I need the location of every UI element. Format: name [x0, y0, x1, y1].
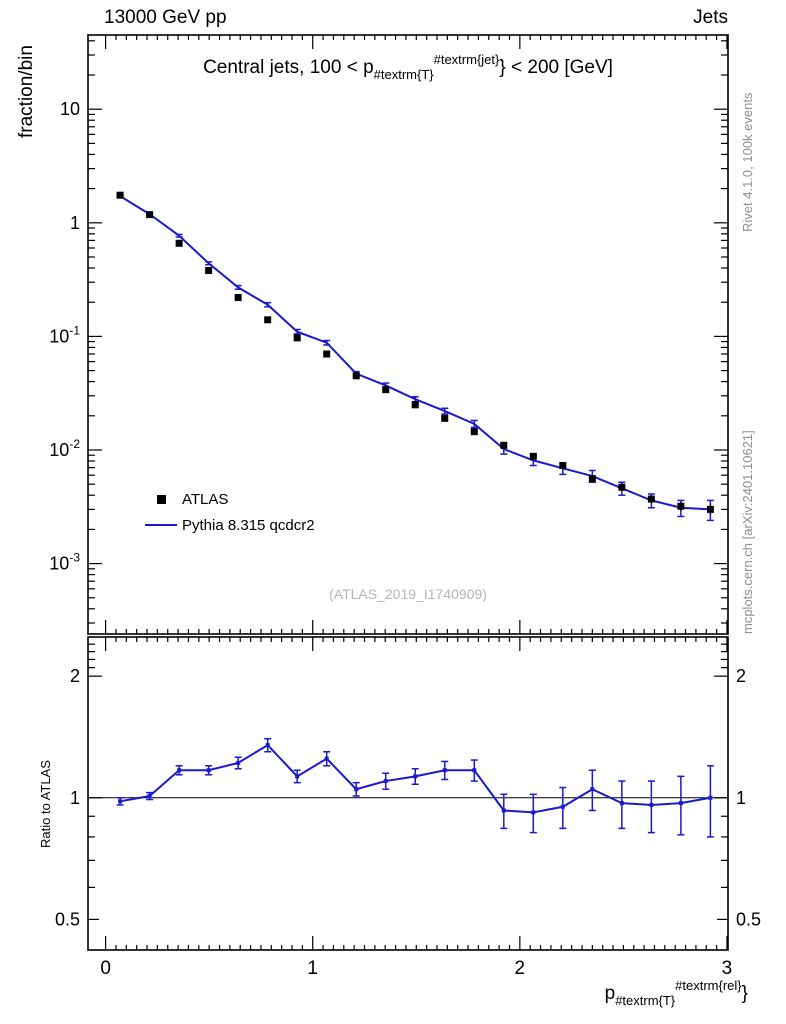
svg-text:10-2: 10-2: [49, 437, 80, 460]
y-axis-label-main: fraction/bin: [16, 45, 37, 138]
ratio-series: [88, 737, 728, 838]
panel-title-part: Central jets, 100 < p: [203, 57, 374, 78]
x-axis-label-part: p: [604, 983, 616, 1004]
panel-title: Central jets, 100 < p#textrm{T}#textrm{j…: [100, 46, 716, 89]
svg-text:3: 3: [722, 958, 733, 979]
svg-text:1: 1: [736, 788, 746, 808]
svg-text:2: 2: [515, 958, 526, 979]
panel-title-part: } < 200 [GeV]: [499, 57, 613, 78]
mcplots-arxiv-note: mcplots.cern.ch [arXiv:2401.10621]: [740, 430, 755, 634]
legend-item-pythia: Pythia 8.315 qcdcr2: [140, 512, 315, 538]
legend-label: ATLAS: [182, 490, 229, 508]
svg-text:10-1: 10-1: [49, 323, 80, 346]
svg-text:2: 2: [70, 666, 80, 686]
svg-text:10: 10: [60, 99, 80, 119]
y-axis-label-ratio: Ratio to ATLAS: [38, 760, 53, 848]
legend-label: Pythia 8.315 qcdcr2: [182, 516, 315, 534]
rivet-version-note: Rivet 4.1.0, 100k events: [740, 92, 755, 232]
svg-text:1: 1: [70, 788, 80, 808]
analysis-watermark: (ATLAS_2019_I1740909): [329, 586, 487, 602]
x-axis-label-superscript: #textrm{rel}: [675, 978, 742, 993]
x-axis-label-subscript: #textrm{T}: [615, 993, 676, 1008]
pythia-line-icon: [140, 524, 182, 526]
axes-frame: [87, 34, 729, 951]
pythia-series: [116, 194, 714, 522]
svg-text:10-3: 10-3: [49, 551, 80, 574]
beam-energy-label: 13000 GeV pp: [104, 7, 227, 28]
legend-item-atlas: ATLAS: [140, 486, 315, 512]
legend: ATLAS Pythia 8.315 qcdcr2: [140, 486, 315, 538]
x-axis-label: p#textrm{T}#textrm{rel}}: [500, 978, 748, 1008]
svg-text:0.5: 0.5: [55, 909, 80, 929]
atlas-square-icon: [140, 494, 182, 504]
svg-text:0: 0: [100, 958, 111, 979]
svg-text:1: 1: [307, 958, 318, 979]
panel-title-subscript: #textrm{T}: [373, 67, 434, 82]
svg-text:0.5: 0.5: [736, 909, 761, 929]
atlas-series: [116, 191, 714, 515]
process-label: Jets: [693, 7, 728, 28]
x-axis-label-part: }: [741, 983, 748, 1004]
svg-text:1: 1: [70, 213, 80, 233]
svg-text:2: 2: [736, 666, 746, 686]
panel-title-superscript: #textrm{jet}: [433, 52, 500, 67]
tick-labels: 0 1 2 3 10 1 10-1 10-2 10-3 2 2 1 1 0.5 0.5: [49, 99, 761, 979]
